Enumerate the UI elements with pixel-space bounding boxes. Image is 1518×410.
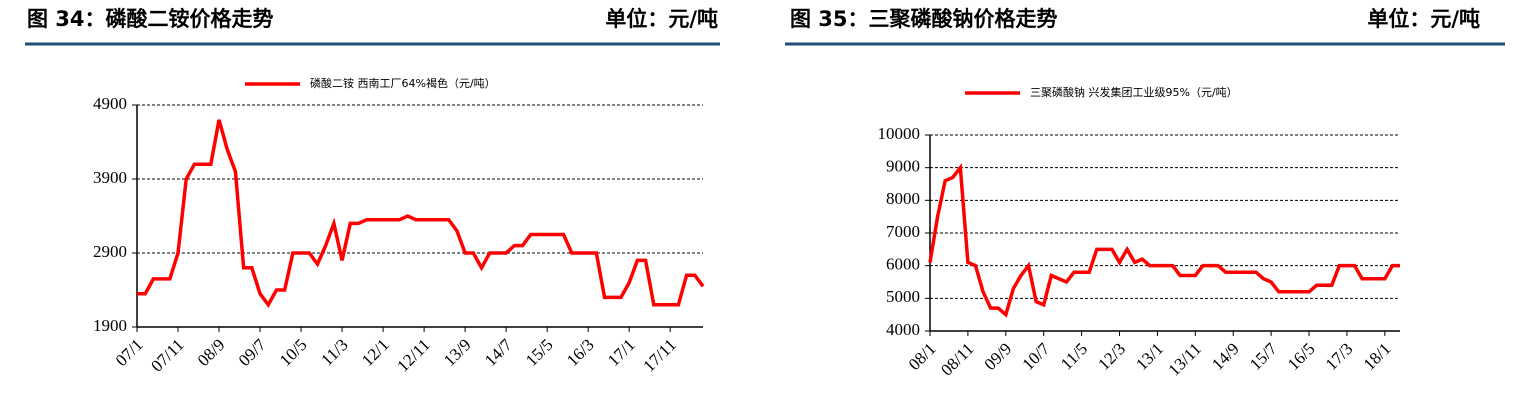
x-tick-label: 08/11 <box>937 339 977 379</box>
x-tick-label: 18/1 <box>1360 339 1395 374</box>
x-tick-label: 09/9 <box>981 339 1016 374</box>
x-tick-label: 12/3 <box>1094 339 1129 374</box>
y-tick-label: 10000 <box>878 124 921 143</box>
y-tick-label: 9000 <box>886 157 920 176</box>
x-tick-label: 15/7 <box>1246 339 1281 374</box>
x-tick-label: 08/1 <box>905 339 940 374</box>
x-tick-label: 12/1 <box>358 335 393 370</box>
y-tick-label: 4000 <box>886 320 920 339</box>
x-tick-label: 08/9 <box>194 335 229 370</box>
unit-label: 单位：元/吨 <box>605 7 718 31</box>
x-tick-label: 17/1 <box>604 335 639 370</box>
chart-title: 图 34：磷酸二铵价格走势 <box>27 7 274 31</box>
y-tick-label: 5000 <box>886 287 920 306</box>
line-series <box>928 163 1400 318</box>
x-tick-label: 16/3 <box>563 335 598 370</box>
y-tick-label: 7000 <box>886 222 920 241</box>
line-series <box>137 119 705 309</box>
y-tick-label: 6000 <box>886 255 920 274</box>
y-tick-label: 1900 <box>93 316 127 335</box>
x-tick-label: 13/9 <box>440 335 475 370</box>
x-tick-label: 07/1 <box>112 335 147 370</box>
x-tick-label: 17/3 <box>1322 339 1357 374</box>
legend-label: 磷酸二铵 西南工厂64%褐色（元/吨） <box>310 76 496 90</box>
y-tick-label: 3900 <box>93 168 127 187</box>
x-tick-label: 14/9 <box>1208 339 1243 374</box>
x-tick-label: 11/3 <box>317 335 351 369</box>
x-tick-label: 13/11 <box>1165 339 1205 379</box>
x-tick-label: 11/5 <box>1057 339 1091 373</box>
x-tick-label: 10/5 <box>276 335 311 370</box>
x-tick-label: 17/11 <box>639 335 679 375</box>
unit-label: 单位：元/吨 <box>1367 7 1480 31</box>
x-tick-label: 15/5 <box>522 335 557 370</box>
x-tick-label: 10/7 <box>1018 339 1053 374</box>
x-tick-label: 16/5 <box>1284 339 1319 374</box>
x-tick-label: 13/1 <box>1132 339 1167 374</box>
x-tick-label: 14/7 <box>481 335 516 370</box>
y-tick-label: 4900 <box>93 94 127 113</box>
y-tick-label: 8000 <box>886 189 920 208</box>
chart-title: 图 35：三聚磷酸钠价格走势 <box>790 7 1058 31</box>
legend-label: 三聚磷酸钠 兴发集团工业级95%（元/吨） <box>1030 85 1238 99</box>
y-tick-label: 2900 <box>93 242 127 261</box>
x-tick-label: 09/7 <box>235 335 270 370</box>
x-tick-label: 12/11 <box>393 335 433 375</box>
x-tick-label: 07/11 <box>147 335 187 375</box>
